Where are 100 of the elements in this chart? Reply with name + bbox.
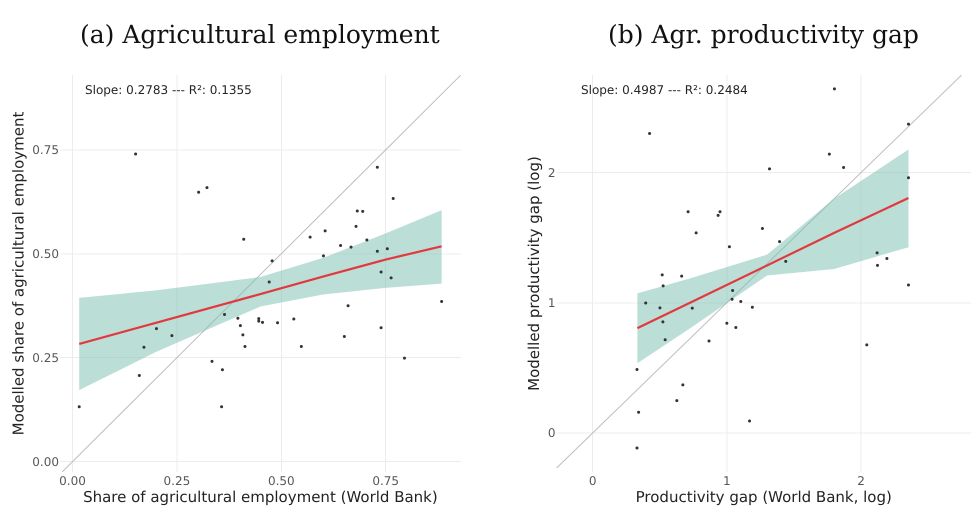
chart-title: (b) Agr. productivity gap: [608, 20, 919, 49]
point: [876, 251, 879, 254]
point: [223, 312, 226, 316]
annotation: Slope: 0.2783 --- R²: 0.1355: [85, 83, 252, 97]
x-tick-label: 0.00: [59, 474, 86, 488]
point: [365, 238, 368, 242]
point: [694, 231, 698, 234]
point: [238, 324, 242, 328]
point: [750, 306, 754, 309]
point: [681, 383, 684, 386]
point: [242, 238, 246, 241]
point: [664, 338, 667, 342]
x-tick-label: 1: [723, 474, 731, 488]
annotation: Slope: 0.4987 --- R²: 0.2484: [581, 83, 748, 97]
x-tick-label: 2: [857, 474, 865, 488]
point: [380, 270, 383, 274]
point: [748, 419, 752, 422]
point: [828, 152, 831, 156]
point: [778, 240, 782, 244]
point: [134, 152, 138, 156]
y-axis-title: Modelled productivity gap (log): [525, 156, 544, 391]
point: [637, 410, 640, 414]
point: [768, 167, 772, 170]
point: [658, 306, 662, 310]
point: [832, 87, 836, 90]
point: [243, 344, 246, 348]
y-axis-title: Modelled share of agricultural employment: [10, 112, 28, 436]
y-tick-label: 2: [548, 166, 556, 180]
point: [392, 196, 395, 200]
y-tick-label: 0: [548, 426, 556, 440]
point: [241, 333, 244, 336]
x-axis-title: Productivity gap (World Bank, log): [636, 488, 892, 506]
point: [138, 374, 141, 378]
point: [292, 318, 296, 321]
point: [865, 343, 868, 346]
point: [644, 302, 648, 305]
point: [402, 356, 406, 360]
point: [906, 176, 910, 180]
point: [361, 210, 364, 213]
point: [236, 316, 240, 320]
point: [170, 334, 174, 338]
point: [257, 320, 260, 323]
line-series: [78, 245, 443, 346]
point: [906, 122, 910, 126]
point: [728, 245, 731, 248]
point: [842, 166, 846, 170]
point: [308, 236, 312, 239]
point: [220, 405, 224, 408]
point: [661, 320, 664, 324]
point: [760, 226, 764, 230]
point: [686, 210, 690, 214]
point: [78, 405, 81, 408]
point: [380, 326, 383, 330]
point: [784, 260, 788, 263]
y-tick-label: 0.25: [32, 350, 59, 365]
x-tick-label: 0.50: [268, 474, 295, 488]
point: [708, 340, 711, 343]
y-tick-label: 0.00: [32, 454, 59, 469]
x-tick-label: 0.25: [164, 474, 190, 488]
line-series: [636, 196, 910, 330]
point: [300, 344, 303, 348]
point: [376, 166, 379, 169]
point: [662, 284, 665, 288]
point: [730, 298, 734, 301]
point: [322, 254, 325, 258]
point: [342, 334, 346, 338]
point: [276, 321, 280, 324]
point: [690, 306, 694, 310]
point: [648, 132, 652, 135]
point: [739, 300, 742, 303]
point: [440, 300, 444, 304]
point: [718, 210, 722, 214]
point: [906, 283, 910, 286]
point: [339, 244, 342, 247]
point: [885, 257, 888, 260]
point: [356, 209, 359, 212]
point: [675, 399, 678, 402]
point: [725, 322, 728, 325]
point: [731, 289, 734, 292]
point: [205, 186, 208, 190]
point: [390, 276, 393, 280]
point: [210, 360, 214, 363]
point: [142, 346, 146, 349]
point: [324, 229, 327, 232]
y-tick-label: 0.50: [32, 246, 59, 261]
point: [261, 320, 264, 324]
point: [734, 326, 738, 330]
x-tick-label: 0.75: [372, 474, 400, 488]
y-tick-label: 1: [548, 296, 556, 310]
point: [220, 368, 224, 372]
point: [197, 190, 200, 194]
point: [154, 327, 158, 330]
x-axis-title: Share of agricultural employment (World Bank): [83, 488, 438, 506]
point: [635, 446, 638, 450]
y-tick-label: 0.75: [32, 143, 59, 158]
point: [716, 214, 720, 217]
chart-title: (a) Agricultural employment: [80, 20, 440, 49]
point: [876, 264, 880, 267]
point: [660, 273, 664, 276]
point: [680, 274, 684, 278]
